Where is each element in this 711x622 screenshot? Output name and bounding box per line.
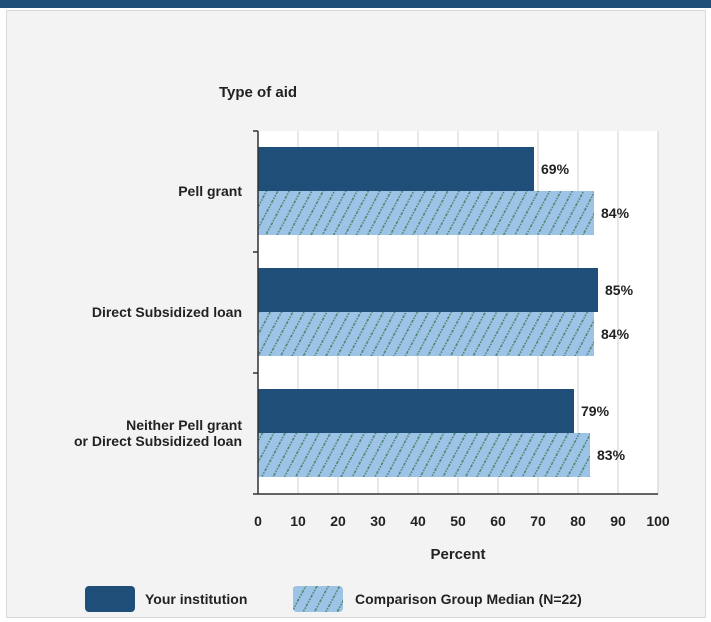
legend-swatch [293,586,343,612]
bar-comparison [258,312,594,356]
x-tick-label: 0 [254,513,262,529]
bar-value-label: 69% [541,161,570,177]
bar-value-label: 84% [601,205,630,221]
bar-value-label: 84% [601,326,630,342]
x-axis-label: Percent [430,546,485,563]
bars: 69% 84% 85% 84% 79% 83% [258,147,634,477]
category-label: or Direct Subsidized loan [74,433,242,449]
legend-swatch [85,586,135,612]
bar-comparison [258,433,590,477]
category-label: Direct Subsidized loan [92,304,242,320]
x-tick-label: 70 [530,513,546,529]
bar-value-label: 83% [597,447,626,463]
x-tick-label: 90 [610,513,626,529]
x-tick-label: 60 [490,513,506,529]
bar-institution [258,389,574,433]
bar-comparison [258,191,594,235]
x-tick-label: 40 [410,513,426,529]
x-tick-label: 80 [570,513,586,529]
category-labels: Pell grant Direct Subsidized loan Neither … [74,183,242,449]
category-label: Neither Pell grant [126,417,242,433]
x-tick-label: 50 [450,513,466,529]
x-tick-label: 100 [646,513,670,529]
x-tick-label: 20 [330,513,346,529]
x-tick-label: 30 [370,513,386,529]
legend-label: Comparison Group Median (N=22) [355,591,582,607]
legend: Your institution Comparison Group Median … [85,586,582,612]
axes [253,130,658,495]
bar-institution [258,147,534,191]
top-bar [0,0,711,8]
bar-institution [258,268,598,312]
x-tick-label: 10 [290,513,306,529]
category-label: Pell grant [178,183,242,199]
bar-value-label: 85% [605,282,634,298]
bar-value-label: 79% [581,403,610,419]
x-tick-labels: 0 10 20 30 40 50 60 70 80 90 100 [254,513,670,529]
chart-title: Type of aid [219,84,297,101]
legend-label: Your institution [145,591,247,607]
